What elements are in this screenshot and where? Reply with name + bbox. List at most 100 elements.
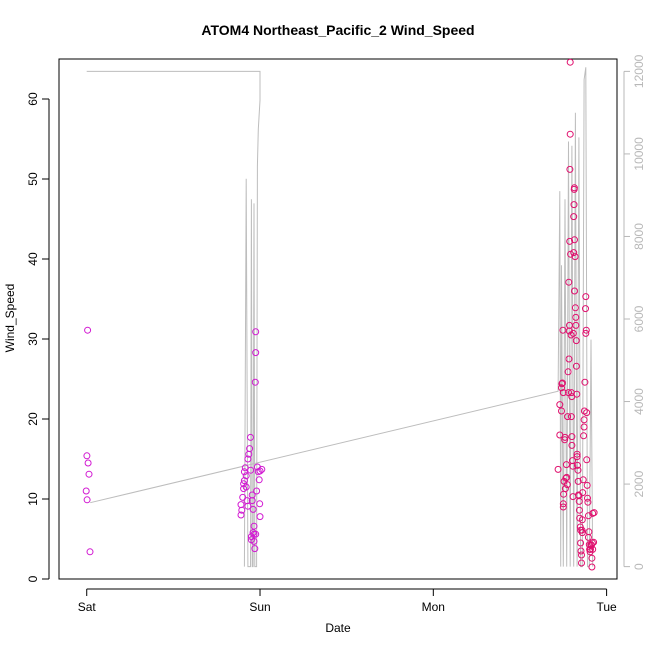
plot-frame xyxy=(58,58,618,580)
data-point-1-57 xyxy=(573,453,581,461)
data-point-1-27 xyxy=(566,237,574,245)
y2-tick-label-4: 8000 xyxy=(632,223,646,250)
data-point-1-81 xyxy=(581,378,589,386)
y-tick-label-2: 20 xyxy=(26,412,40,426)
data-point-1-82 xyxy=(582,305,589,313)
data-point-1-54 xyxy=(572,362,580,370)
data-point-1-87 xyxy=(583,456,591,464)
data-point-1-18 xyxy=(563,473,571,481)
data-point-1-73 xyxy=(578,529,586,537)
points-layer xyxy=(82,58,598,571)
data-point-0-24 xyxy=(247,466,255,474)
data-point-0-0 xyxy=(84,326,92,334)
data-point-1-6 xyxy=(558,379,566,387)
data-point-1-51 xyxy=(572,313,580,321)
data-point-1-44 xyxy=(570,201,578,209)
data-point-1-70 xyxy=(578,551,585,559)
data-point-0-32 xyxy=(250,537,258,545)
data-point-1-48 xyxy=(571,236,578,244)
data-point-0-29 xyxy=(249,505,257,513)
data-point-1-103 xyxy=(589,545,597,553)
data-point-1-41 xyxy=(569,329,577,337)
data-point-0-42 xyxy=(255,476,263,484)
data-point-0-28 xyxy=(248,497,256,505)
data-point-1-88 xyxy=(583,481,591,489)
data-point-1-30 xyxy=(566,58,574,66)
data-point-1-64 xyxy=(575,506,583,514)
data-point-1-37 xyxy=(568,441,576,449)
data-point-1-20 xyxy=(564,413,572,421)
data-point-1-36 xyxy=(568,433,576,441)
data-point-0-37 xyxy=(252,349,260,357)
data-point-1-52 xyxy=(572,321,580,329)
data-point-1-16 xyxy=(562,474,570,482)
y2-tick-label-5: 10000 xyxy=(632,137,646,171)
data-point-1-56 xyxy=(573,450,581,458)
data-point-1-21 xyxy=(564,368,572,376)
data-point-0-1 xyxy=(83,452,91,460)
data-point-1-104 xyxy=(589,509,597,517)
data-point-1-32 xyxy=(567,331,575,339)
data-point-1-53 xyxy=(572,337,580,345)
data-point-0-39 xyxy=(253,487,261,495)
data-point-1-42 xyxy=(570,249,578,257)
y-tick-label-4: 40 xyxy=(26,252,40,266)
data-point-1-13 xyxy=(561,436,569,444)
axes-layer: Sat Sun Mon Tue 0 10 20 30 40 50 60 0 2000 4000 6000 80… xyxy=(26,54,646,614)
data-point-1-101 xyxy=(588,563,596,571)
data-point-1-8 xyxy=(559,389,567,397)
x-tick-label-1: Sun xyxy=(249,600,270,614)
data-point-1-69 xyxy=(577,547,585,555)
data-point-1-49 xyxy=(571,253,579,261)
data-point-0-16 xyxy=(242,483,250,491)
data-point-0-23 xyxy=(247,433,254,441)
data-point-1-76 xyxy=(579,476,587,484)
data-point-1-17 xyxy=(562,461,570,469)
data-point-1-59 xyxy=(574,466,582,474)
data-point-1-9 xyxy=(559,500,567,508)
data-point-1-100 xyxy=(588,554,596,562)
data-point-1-58 xyxy=(574,461,581,469)
data-point-1-63 xyxy=(575,497,583,505)
y-tick-label-0: 0 xyxy=(26,575,40,582)
data-point-1-43 xyxy=(570,213,578,221)
data-point-1-14 xyxy=(561,433,569,441)
x-axis-title: Date xyxy=(325,621,351,635)
data-point-0-9 xyxy=(238,506,246,514)
data-point-1-24 xyxy=(565,355,573,363)
y2-tick-label-6: 12000 xyxy=(632,54,646,88)
secondary-lines xyxy=(86,67,594,568)
data-point-1-55 xyxy=(573,390,581,398)
data-point-0-46 xyxy=(258,465,266,473)
data-point-0-35 xyxy=(252,530,260,538)
data-point-0-3 xyxy=(85,470,93,478)
data-point-1-19 xyxy=(563,481,571,489)
data-point-1-93 xyxy=(585,528,593,536)
data-point-1-15 xyxy=(561,485,569,493)
data-point-0-7 xyxy=(237,501,245,509)
data-point-1-2 xyxy=(556,401,564,409)
y-tick-label-1: 10 xyxy=(26,492,40,506)
data-point-0-5 xyxy=(83,496,91,504)
data-point-1-75 xyxy=(579,489,587,497)
data-point-1-0 xyxy=(554,465,562,473)
data-point-0-44 xyxy=(256,467,264,475)
data-point-1-92 xyxy=(584,533,592,541)
y2-tick-label-1: 2000 xyxy=(632,470,646,497)
data-point-1-60 xyxy=(574,477,582,485)
data-point-1-4 xyxy=(558,384,565,392)
data-point-1-28 xyxy=(566,165,574,173)
data-point-0-34 xyxy=(251,545,259,553)
y-tick-label-3: 30 xyxy=(26,332,40,346)
y2-tick-label-0: 0 xyxy=(632,563,646,570)
data-point-0-38 xyxy=(252,328,260,336)
data-point-1-90 xyxy=(584,498,592,506)
secondary-line-2 xyxy=(86,70,261,568)
data-point-0-36 xyxy=(251,378,259,386)
data-point-1-10 xyxy=(559,503,567,511)
data-point-0-13 xyxy=(240,477,248,485)
data-point-0-20 xyxy=(244,455,252,463)
data-point-1-39 xyxy=(569,462,577,470)
data-point-1-74 xyxy=(578,516,586,524)
